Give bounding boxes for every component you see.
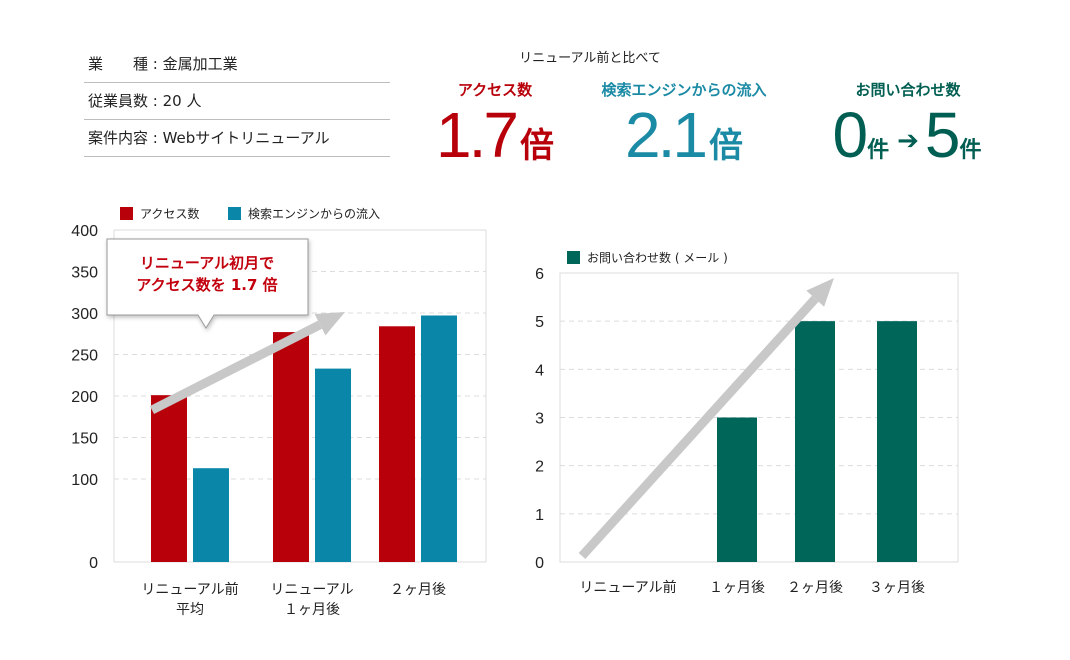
y-tick-label: 3	[535, 411, 544, 428]
y-tick-label: 2	[535, 459, 544, 476]
info-value: Webサイトリニューアル	[162, 129, 330, 147]
stat-inquiry-unit-from: 件	[867, 138, 890, 163]
x-tick-label: １ヶ月後	[709, 580, 765, 596]
x-tick-label: ２ヶ月後	[787, 580, 843, 596]
legend-swatch	[120, 207, 133, 220]
x-tick-label: 平均	[176, 602, 204, 618]
info-label: 案件内容	[88, 129, 149, 147]
bar-search	[193, 468, 229, 562]
y-tick-label: 0	[89, 555, 98, 572]
bar-access	[379, 326, 415, 562]
trend-arrow-head	[314, 312, 345, 336]
stat-inquiry-label: お問い合わせ数	[855, 81, 961, 99]
info-label: 従業員数	[88, 92, 149, 110]
chart-inquiry: 0 1 2 3 4 5 6 リニューアル前 １ヶ月後 ２ヶ月後 ３ヶ月後 お問い合わせ数 ( メール …	[535, 250, 959, 596]
y-tick-label: 350	[71, 265, 98, 282]
y-tick-label: 4	[535, 362, 544, 379]
stat-access-number: 1.7	[436, 99, 519, 171]
company-info: 業 種 : 金属加工業 従業員数 : 20 人 案件内容 : Webサイトリニュ…	[84, 46, 390, 157]
bar-inquiry	[795, 321, 835, 562]
x-tick-label: １ヶ月後	[284, 602, 340, 618]
info-row-employees: 従業員数 : 20 人	[84, 83, 390, 120]
bar-search	[315, 368, 351, 562]
x-tick-label: リニューアル	[270, 582, 353, 598]
callout-text-line: アクセス数を 1.7 倍	[136, 276, 277, 294]
y-tick-label: 400	[71, 223, 98, 240]
legend-label: アクセス数	[140, 206, 199, 221]
info-row-industry: 業 種 : 金属加工業	[84, 46, 390, 83]
stat-access-unit: 倍	[519, 126, 554, 166]
stat-inquiry-unit-to: 件	[959, 138, 982, 163]
stat-search-value: 2.1 倍	[586, 103, 782, 167]
x-tick-label: リニューアル前	[141, 581, 238, 598]
bar-inquiry	[717, 417, 757, 562]
stat-access-label: アクセス数	[457, 81, 533, 99]
y-tick-label: 5	[535, 314, 544, 331]
y-tick-label: 6	[535, 266, 544, 283]
bar-access	[273, 332, 309, 562]
callout-box	[106, 238, 309, 329]
info-value: 金属加工業	[162, 55, 238, 73]
info-value: 20 人	[162, 92, 202, 110]
legend-label: 検索エンジンからの流入	[248, 207, 380, 221]
bar-inquiry	[877, 321, 917, 562]
stat-access-value: 1.7 倍	[420, 103, 570, 167]
y-tick-label: 200	[71, 389, 98, 406]
y-tick-label: 150	[71, 431, 98, 448]
y-tick-label: 250	[71, 348, 98, 365]
callout-text-line: リニューアル初月で	[140, 254, 274, 272]
info-separator: :	[148, 92, 163, 110]
legend-label: お問い合わせ数 ( メール )	[587, 250, 728, 265]
info-separator: :	[148, 55, 163, 73]
stat-access: アクセス数 1.7 倍	[420, 79, 570, 167]
stat-inquiry-from: 0	[832, 99, 868, 171]
y-tick-label: 0	[535, 555, 544, 572]
trend-arrow-head	[806, 278, 834, 307]
info-row-project: 案件内容 : Webサイトリニューアル	[84, 120, 390, 157]
x-tick-label: ３ヶ月後	[869, 580, 925, 596]
legend-swatch	[228, 207, 241, 220]
stat-search-number: 2.1	[625, 99, 708, 171]
legend-swatch	[567, 251, 580, 264]
arrow-right-icon: ➔	[897, 126, 919, 156]
info-label: 業 種	[88, 55, 149, 73]
comparison-caption: リニューアル前と比べて	[519, 51, 661, 66]
stat-search-label: 検索エンジンからの流入	[601, 81, 767, 99]
bar-search	[421, 315, 457, 562]
stat-inquiry-to: 5	[924, 99, 961, 171]
y-tick-label: 1	[535, 507, 544, 524]
x-tick-label: ２ヶ月後	[390, 582, 446, 598]
info-separator: :	[148, 129, 163, 147]
trend-arrow-shaft	[149, 320, 323, 415]
stat-search: 検索エンジンからの流入 2.1 倍	[586, 79, 782, 167]
y-tick-label: 300	[71, 306, 98, 323]
bar-access	[151, 395, 187, 562]
stat-inquiry-value: 0件 ➔5件	[800, 103, 1016, 167]
y-tick-label: 100	[71, 472, 98, 489]
stat-inquiry: お問い合わせ数 0件 ➔5件	[800, 79, 1016, 167]
trend-arrow-shaft	[578, 295, 819, 560]
x-tick-label: リニューアル前	[579, 579, 676, 596]
stat-search-unit: 倍	[708, 126, 743, 166]
